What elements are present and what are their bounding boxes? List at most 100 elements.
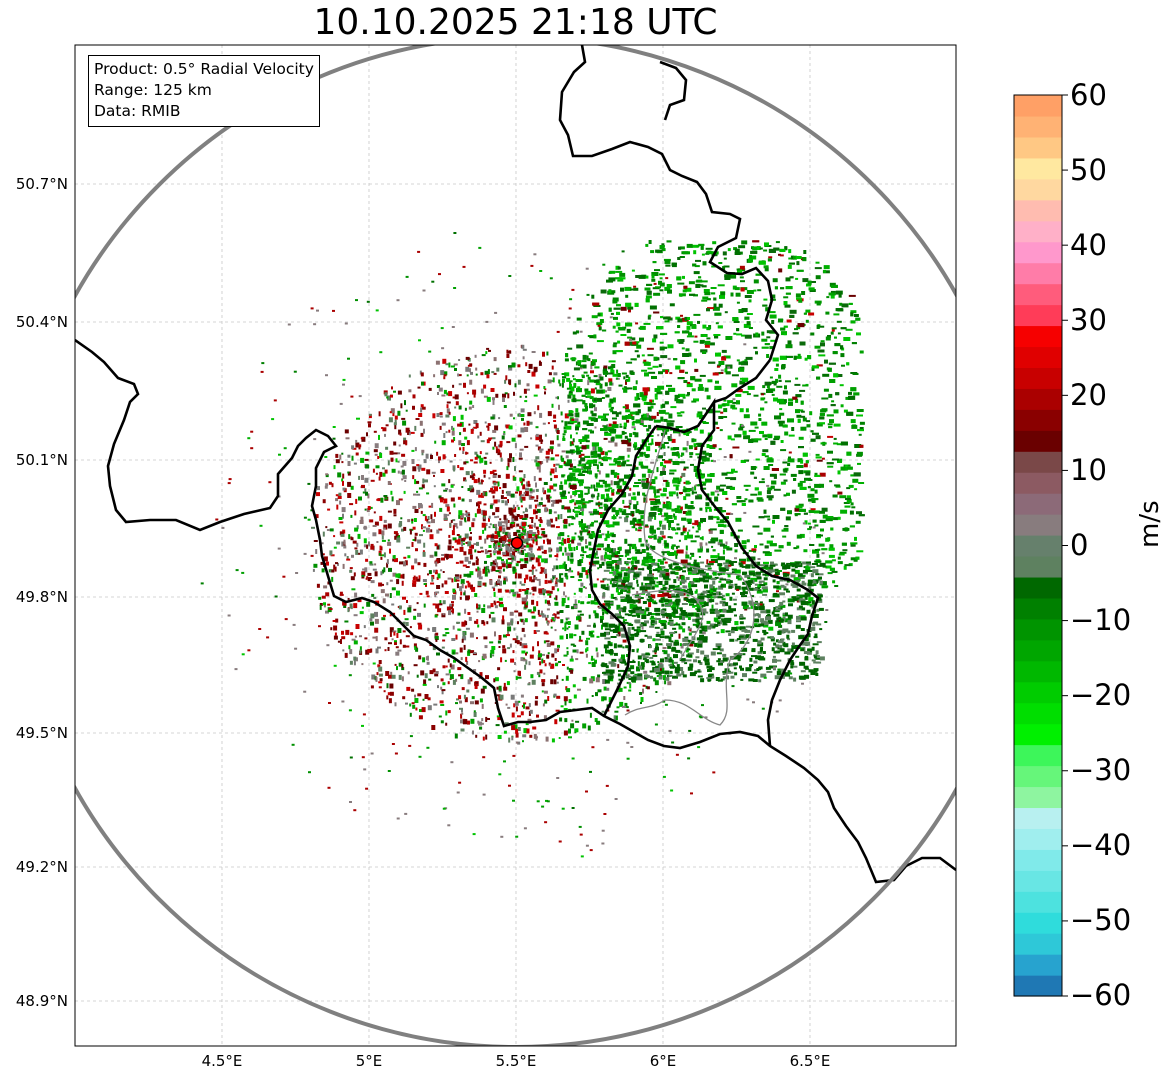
- echo-cell: [450, 365, 455, 368]
- echo-cell: [432, 627, 437, 632]
- echo-cell: [709, 473, 715, 477]
- echo-cell: [370, 580, 375, 584]
- echo-cell: [447, 577, 452, 580]
- echo-cell: [512, 566, 516, 572]
- echo-cell: [517, 548, 520, 554]
- echo-cell: [718, 262, 723, 264]
- echo-cell: [468, 560, 471, 564]
- echo-cell: [461, 542, 465, 545]
- echo-cell: [374, 611, 378, 617]
- echo-cell: [590, 388, 595, 394]
- echo-cell: [425, 590, 429, 595]
- echo-cell: [621, 654, 625, 660]
- echo-cell: [780, 481, 786, 485]
- echo-cell: [612, 548, 616, 554]
- echo-cell: [443, 389, 447, 394]
- echo-cell: [608, 360, 616, 363]
- echo-cell: [690, 552, 694, 555]
- echo-cell: [401, 528, 404, 532]
- echo-cell: [609, 398, 614, 404]
- echo-cell: [545, 573, 548, 579]
- echo-cell: [461, 709, 463, 713]
- echo-cell: [800, 410, 805, 413]
- echo-cell: [463, 551, 467, 556]
- echo-cell: [809, 411, 813, 416]
- echo-cell: [785, 277, 791, 282]
- echo-cell: [834, 343, 841, 347]
- echo-cell: [671, 438, 676, 443]
- echo-cell: [570, 576, 575, 578]
- echo-cell: [376, 672, 379, 676]
- echo-cell: [476, 637, 478, 640]
- echo-cell: [577, 571, 580, 576]
- echo-cell: [504, 497, 507, 499]
- echo-cell: [582, 436, 586, 441]
- echo-cell: [431, 471, 436, 474]
- echo-cell: [618, 384, 623, 387]
- echo-cell: [509, 552, 513, 557]
- echo-cell: [466, 580, 470, 583]
- echo-cell: [704, 629, 708, 632]
- echo-cell: [518, 533, 521, 539]
- echo-cell: [347, 471, 350, 474]
- echo-cell: [533, 394, 538, 397]
- echo-cell: [408, 605, 412, 609]
- echo-cell: [383, 690, 386, 693]
- echo-cell: [769, 473, 777, 477]
- echo-cell: [514, 591, 516, 595]
- echo-cell: [487, 550, 492, 553]
- echo-cell: [694, 265, 700, 268]
- echo-cell: [533, 733, 537, 739]
- echo-cell: [828, 292, 836, 296]
- echo-cell: [483, 384, 487, 389]
- echo-cell: [624, 517, 629, 523]
- echo-cell: [358, 444, 362, 448]
- echo-cell: [535, 384, 540, 389]
- echo-cell: [586, 423, 594, 426]
- echo-cell: [436, 451, 439, 456]
- echo-cell: [354, 527, 359, 532]
- echo-cell: [715, 322, 719, 325]
- echo-cell: [736, 301, 740, 304]
- echo-cell: [572, 398, 577, 403]
- echo-cell: [624, 555, 627, 558]
- echo-cell: [401, 453, 406, 457]
- echo-cell: [446, 408, 450, 414]
- echo-cell: [523, 388, 527, 394]
- echo-cell: [623, 426, 627, 430]
- echo-cell: [458, 538, 461, 544]
- echo-cell: [524, 513, 529, 518]
- echo-cell: [490, 562, 495, 566]
- echo-cell: [660, 404, 663, 409]
- echo-cell: [499, 444, 503, 448]
- echo-cell: [475, 681, 479, 684]
- echo-cell: [730, 477, 737, 481]
- echo-cell: [449, 605, 453, 610]
- echo-cell: [427, 655, 429, 661]
- echo-cell: [568, 570, 572, 573]
- echo-cell: [601, 624, 603, 630]
- echo-cell: [389, 683, 394, 689]
- echo-cell: [551, 500, 554, 502]
- echo-cell: [374, 571, 378, 577]
- echo-cell: [571, 452, 574, 455]
- echo-cell: [671, 508, 676, 512]
- echo-cell: [676, 412, 681, 415]
- echo-cell: [524, 643, 528, 646]
- echo-cell: [496, 550, 501, 555]
- echo-cell: [358, 475, 361, 480]
- echo-cell: [524, 664, 527, 670]
- echo-cell: [570, 443, 575, 446]
- echo-cell: [657, 594, 665, 597]
- echo-cell: [557, 536, 561, 540]
- echo-cell: [448, 429, 451, 433]
- echo-cell: [518, 490, 522, 496]
- echo-cell: [558, 542, 563, 544]
- echo-cell: [646, 428, 650, 432]
- echo-cell: [341, 461, 344, 464]
- echo-cell: [485, 566, 487, 572]
- echo-cell: [643, 391, 648, 396]
- echo-cell: [547, 448, 551, 452]
- echo-cell: [595, 550, 598, 556]
- echo-cell: [794, 328, 798, 331]
